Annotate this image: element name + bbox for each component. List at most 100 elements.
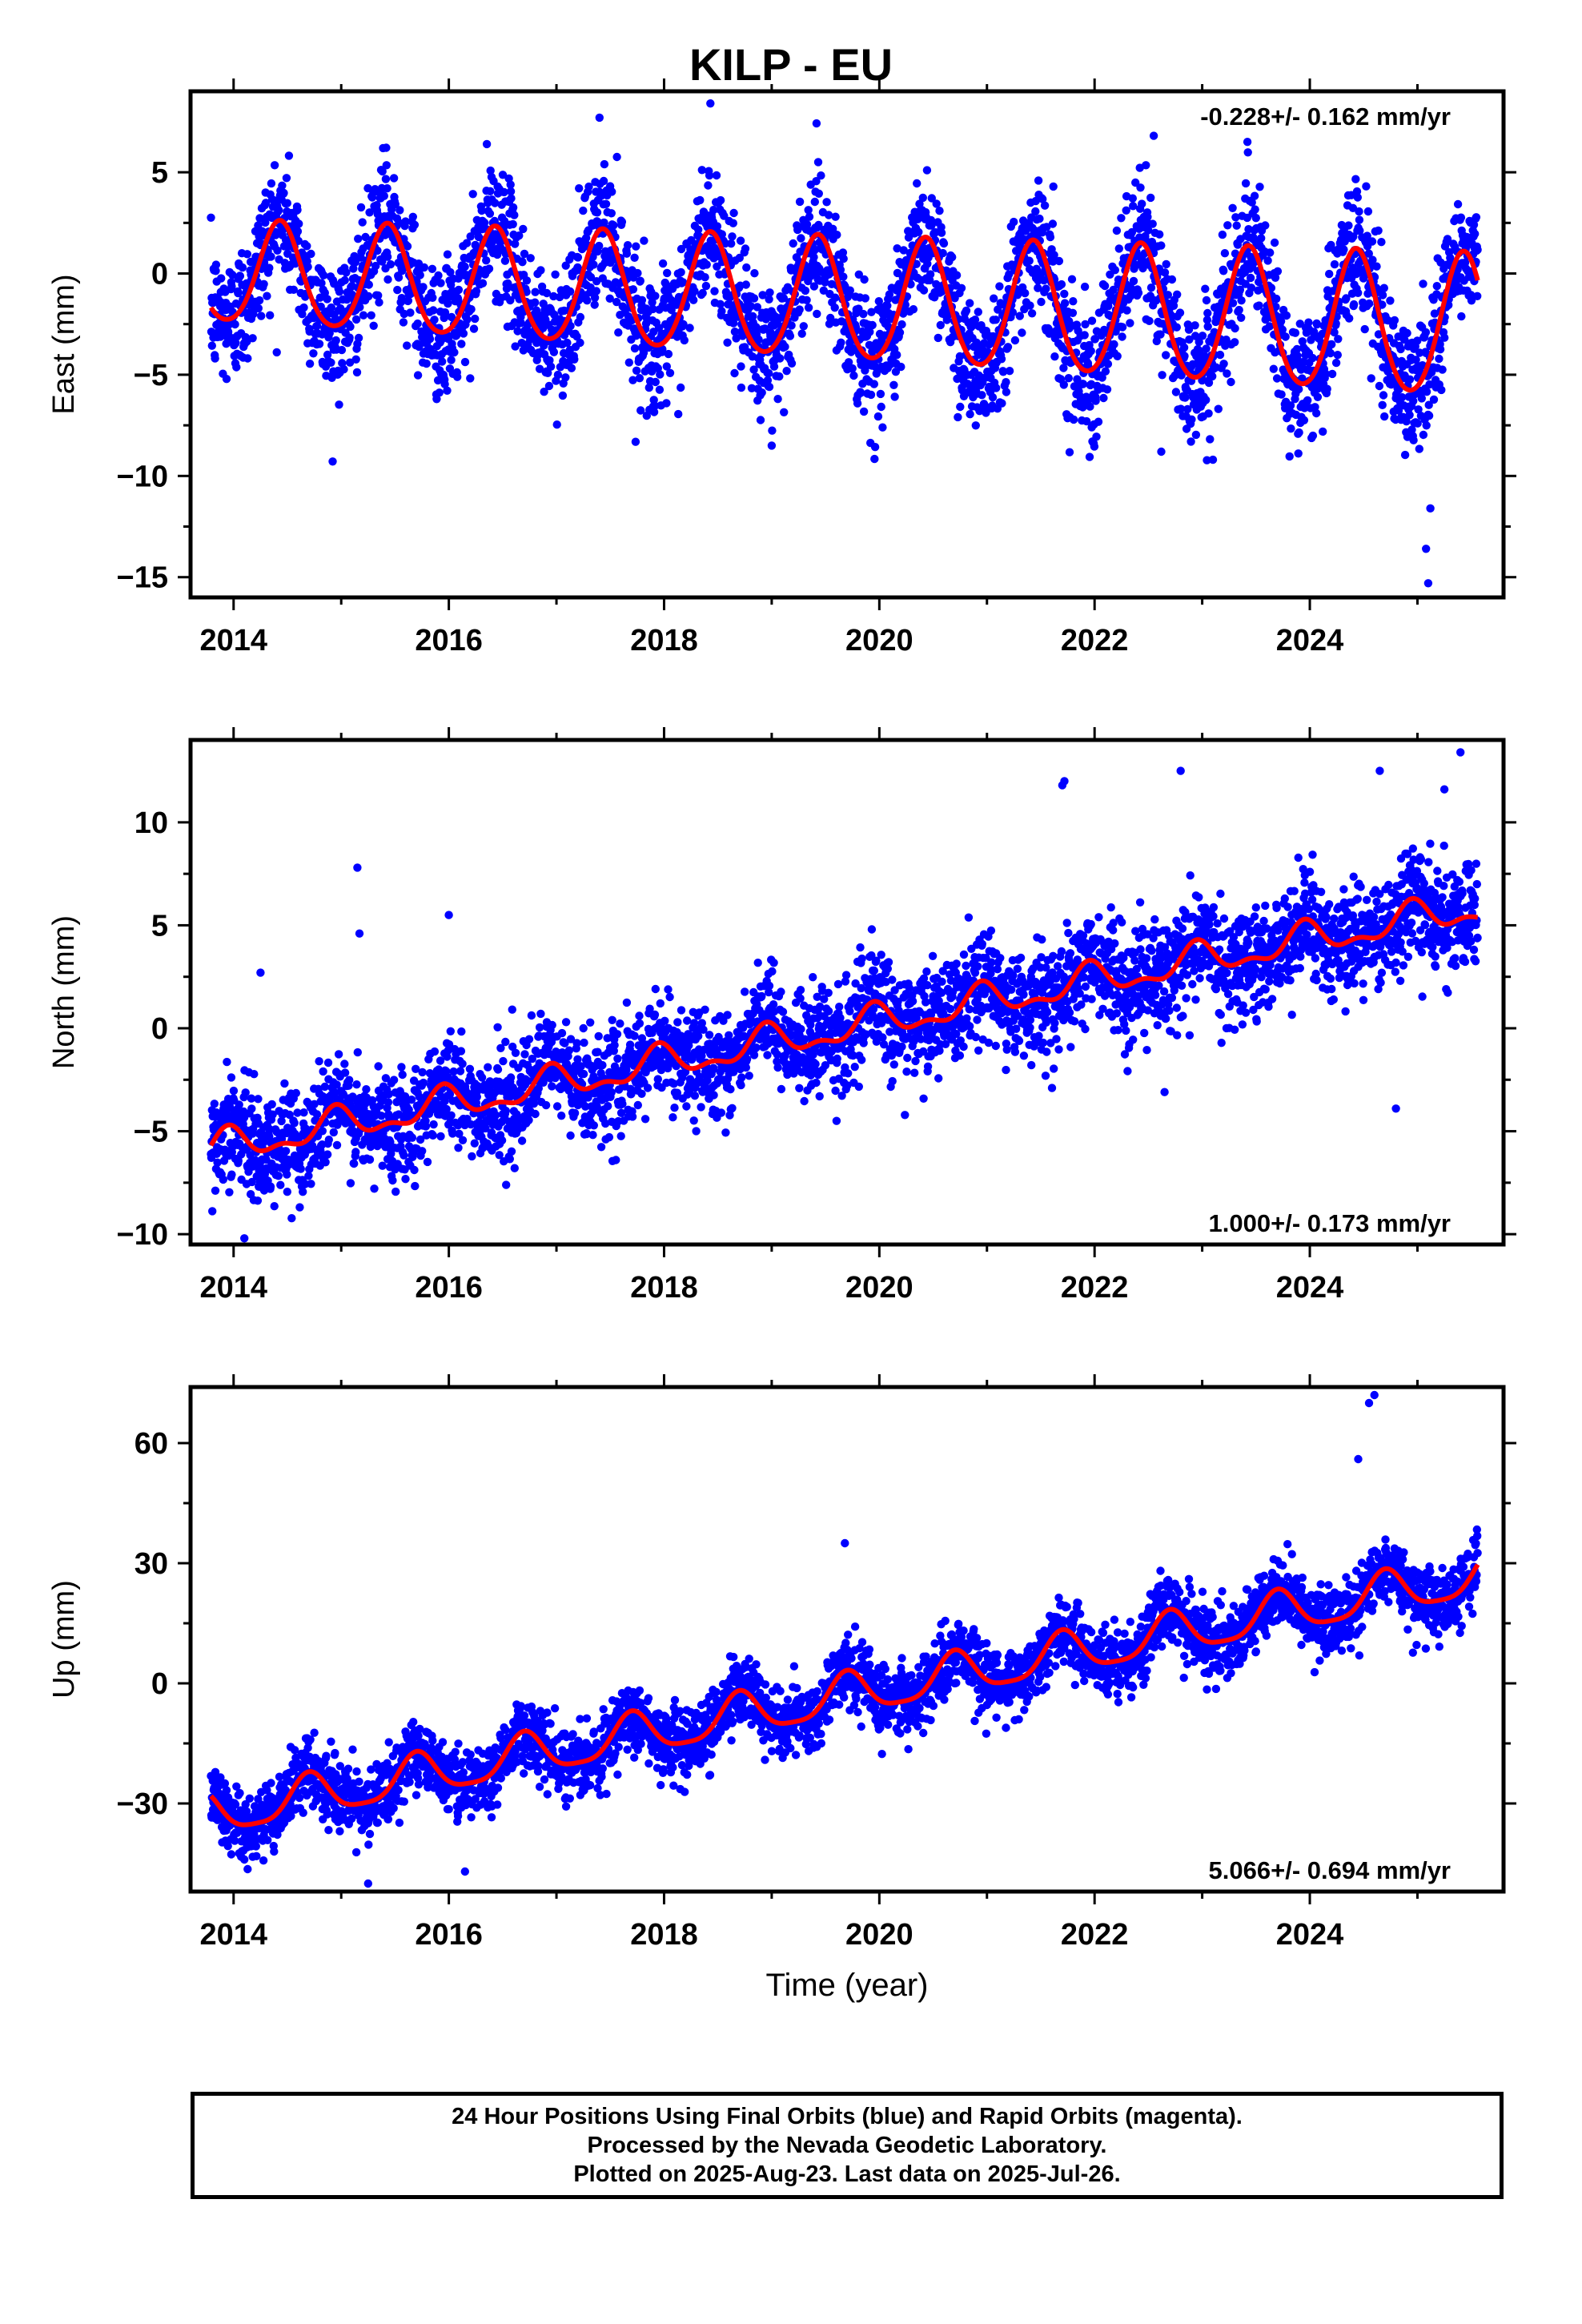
data-point: [335, 287, 344, 296]
data-point: [495, 1151, 504, 1160]
data-point: [1231, 213, 1240, 222]
data-point: [371, 261, 380, 271]
data-point: [259, 1138, 268, 1147]
data-point: [1219, 267, 1228, 275]
data-point: [974, 308, 983, 316]
data-point: [1402, 417, 1411, 426]
data-point: [630, 344, 640, 353]
data-point: [1157, 447, 1166, 456]
data-point: [446, 267, 455, 277]
data-point: [830, 304, 839, 312]
data-point: [1067, 275, 1077, 283]
data-point: [1162, 259, 1170, 269]
data-point: [1243, 138, 1252, 147]
data-point: [749, 294, 759, 303]
data-point: [1146, 193, 1155, 203]
data-point: [998, 399, 1006, 408]
data-point: [1379, 283, 1389, 292]
data-point: [912, 259, 921, 268]
data-point: [1171, 388, 1181, 396]
data-point: [411, 1181, 420, 1191]
data-point: [685, 324, 694, 332]
data-point: [1351, 175, 1360, 183]
data-point: [1078, 380, 1088, 388]
data-point: [332, 1080, 341, 1089]
data-point: [211, 354, 219, 363]
data-point: [566, 1131, 575, 1140]
data-point: [617, 217, 627, 227]
data-point: [690, 287, 699, 296]
data-point: [1085, 452, 1094, 461]
data-point: [384, 1090, 393, 1099]
data-point: [444, 299, 452, 308]
data-point: [583, 296, 592, 305]
data-point: [1313, 392, 1323, 401]
data-point: [318, 1127, 327, 1136]
data-point: [524, 1076, 532, 1086]
data-point: [1473, 292, 1482, 300]
data-point: [570, 1108, 580, 1118]
data-point: [228, 271, 237, 279]
data-point: [1251, 214, 1261, 223]
data-point: [378, 1161, 387, 1170]
data-point: [1372, 262, 1381, 271]
data-point: [901, 300, 910, 309]
data-point: [1398, 392, 1407, 402]
data-point: [393, 285, 402, 295]
data-point: [231, 339, 240, 348]
data-point: [353, 1047, 362, 1057]
data-point: [1365, 299, 1374, 308]
data-point: [227, 1170, 236, 1179]
data-point: [795, 305, 804, 314]
data-point: [729, 319, 738, 328]
data-point: [283, 1170, 291, 1179]
data-point: [570, 355, 579, 364]
data-point: [542, 288, 552, 298]
data-point: [435, 388, 444, 397]
data-point: [696, 195, 705, 205]
data-point: [329, 1128, 338, 1137]
data-point: [702, 260, 711, 269]
data-point: [440, 380, 449, 388]
data-point: [1414, 405, 1423, 414]
data-point: [939, 239, 949, 248]
data-point: [831, 293, 840, 302]
data-point: [869, 380, 879, 388]
data-point: [1144, 226, 1153, 235]
data-point: [1218, 230, 1227, 239]
model-fit-line: [209, 218, 1480, 393]
data-point: [222, 375, 231, 384]
data-point: [628, 376, 637, 384]
data-point: [207, 213, 215, 222]
data-point: [232, 363, 241, 372]
data-point: [1294, 449, 1303, 458]
data-point: [936, 320, 946, 330]
data-point: [1308, 353, 1317, 363]
data-point: [472, 1092, 481, 1102]
data-point: [716, 195, 725, 205]
data-point: [213, 1158, 222, 1167]
data-point: [1265, 322, 1275, 331]
data-point: [1027, 309, 1037, 318]
data-point: [775, 314, 784, 323]
data-point: [410, 1165, 419, 1175]
data-point: [551, 270, 560, 279]
data-point: [590, 300, 599, 309]
data-point: [589, 1121, 598, 1130]
data-point: [1117, 214, 1126, 223]
data-point: [294, 236, 303, 245]
data-point: [1002, 388, 1011, 396]
data-point: [1231, 338, 1239, 347]
data-point: [992, 384, 1001, 392]
data-point: [573, 1055, 582, 1064]
data-point: [651, 292, 660, 300]
data-point: [1400, 335, 1409, 344]
y-tick-label: 5: [151, 156, 168, 190]
data-point: [1186, 437, 1195, 446]
data-point: [1295, 428, 1303, 437]
data-point: [477, 1073, 487, 1082]
data-point: [624, 358, 633, 367]
data-point: [1232, 221, 1241, 230]
data-point: [797, 234, 805, 243]
data-point: [1267, 283, 1276, 292]
